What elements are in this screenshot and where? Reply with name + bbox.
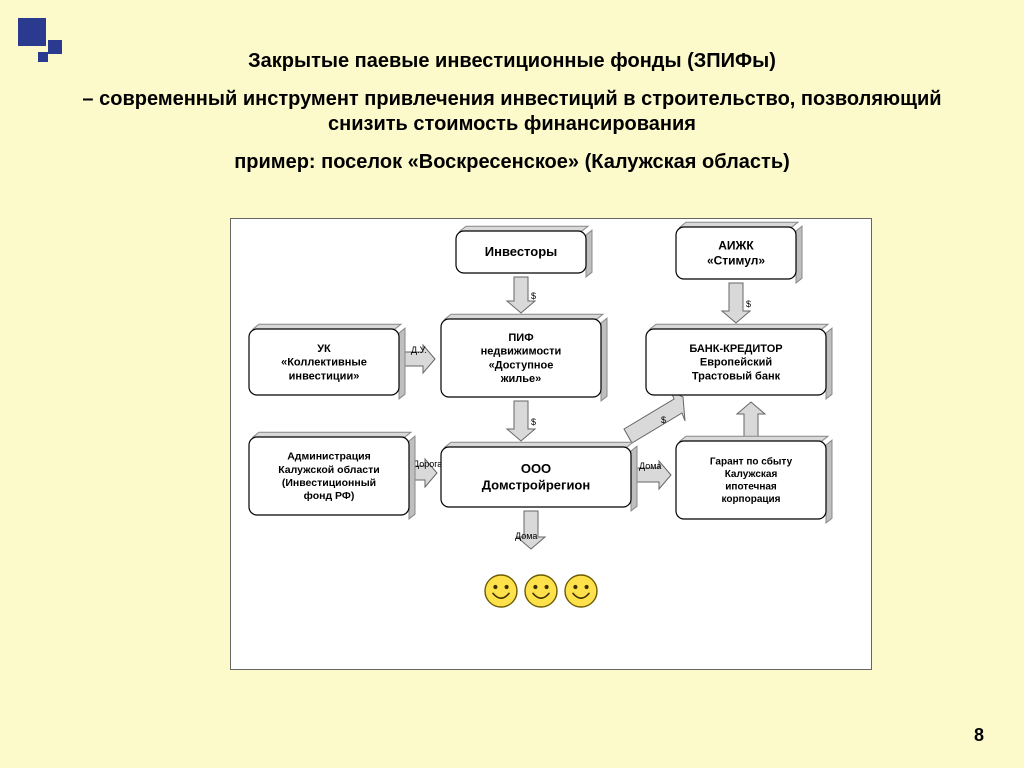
svg-text:$: $ bbox=[746, 299, 751, 309]
svg-text:Калужская: Калужская bbox=[725, 469, 778, 480]
svg-text:Дома: Дома bbox=[639, 461, 661, 471]
svg-text:Д.У.: Д.У. bbox=[411, 345, 427, 355]
svg-text:Инвесторы: Инвесторы bbox=[485, 244, 557, 259]
slide-title: Закрытые паевые инвестиционные фонды (ЗП… bbox=[40, 50, 984, 174]
svg-text:«Доступное: «Доступное bbox=[489, 359, 554, 371]
svg-text:Калужской области: Калужской области bbox=[278, 464, 380, 476]
svg-text:УК: УК bbox=[317, 343, 331, 355]
svg-text:АИЖК: АИЖК bbox=[718, 238, 754, 252]
svg-text:Дорога: Дорога bbox=[413, 459, 442, 469]
title-line2: – современный инструмент привлечения инв… bbox=[72, 87, 952, 137]
slide-number: 8 bbox=[974, 725, 984, 746]
svg-text:недвижимости: недвижимости bbox=[481, 346, 562, 358]
svg-text:Трастовый банк: Трастовый банк bbox=[692, 370, 781, 382]
slide: Закрытые паевые инвестиционные фонды (ЗП… bbox=[0, 0, 1024, 768]
svg-text:корпорация: корпорация bbox=[721, 494, 780, 505]
svg-text:$: $ bbox=[661, 415, 666, 425]
svg-text:(Инвестиционный: (Инвестиционный bbox=[282, 477, 376, 489]
diagram-container: $ $ Д.У. $ Дорога Дома $ Дома Инвесторы АИЖК«Стим… bbox=[230, 218, 872, 670]
svg-text:жилье»: жилье» bbox=[500, 373, 542, 385]
svg-text:ипотечная: ипотечная bbox=[725, 482, 777, 493]
svg-text:инвестиции»: инвестиции» bbox=[289, 370, 360, 382]
svg-text:Европейский: Европейский bbox=[700, 357, 772, 369]
svg-text:«Коллективные: «Коллективные bbox=[281, 357, 367, 369]
svg-text:«Стимул»: «Стимул» bbox=[707, 253, 765, 267]
svg-text:ПИФ: ПИФ bbox=[508, 332, 533, 344]
title-line1: Закрытые паевые инвестиционные фонды (ЗП… bbox=[40, 50, 984, 73]
svg-text:фонд РФ): фонд РФ) bbox=[304, 490, 355, 502]
svg-text:Гарант по сбыту: Гарант по сбыту bbox=[710, 456, 793, 468]
svg-text:ООО: ООО bbox=[521, 461, 551, 476]
svg-text:Домстройрегион: Домстройрегион bbox=[482, 477, 590, 492]
flowchart-diagram: $ $ Д.У. $ Дорога Дома $ Дома Инвесторы АИЖК«Стим… bbox=[231, 219, 871, 669]
svg-text:БАНК-КРЕДИТОР: БАНК-КРЕДИТОР bbox=[689, 343, 782, 355]
svg-text:Дома: Дома bbox=[515, 531, 537, 541]
svg-text:$: $ bbox=[531, 417, 536, 427]
title-line3: пример: поселок «Воскресенское» (Калужск… bbox=[40, 151, 984, 174]
svg-text:Администрация: Администрация bbox=[287, 451, 371, 463]
svg-text:$: $ bbox=[531, 291, 536, 301]
